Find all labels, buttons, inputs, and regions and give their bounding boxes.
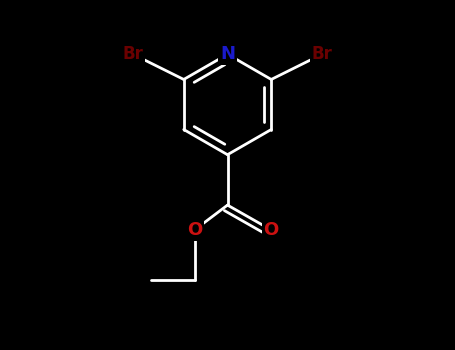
Text: Br: Br (122, 45, 143, 63)
Text: N: N (220, 45, 235, 63)
Text: O: O (263, 221, 279, 239)
Text: O: O (187, 221, 202, 239)
Text: Br: Br (312, 45, 333, 63)
